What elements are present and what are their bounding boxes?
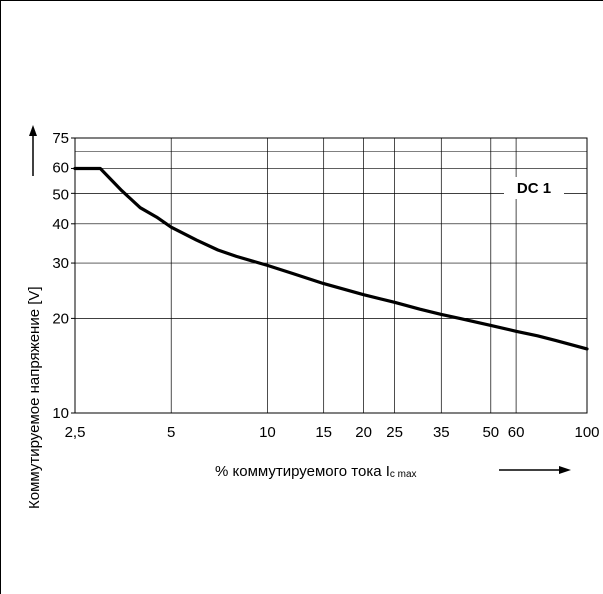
y-tick-label: 50 — [52, 186, 69, 203]
y-tick-label: 40 — [52, 216, 69, 233]
series-layer — [73, 166, 589, 351]
y-tick-label: 75 — [52, 130, 69, 147]
y-tick-labels: 10 20 30 40 50 60 75 — [52, 130, 69, 422]
annotation-dc1: DC 1 — [517, 180, 551, 197]
x-tick-label: 10 — [259, 424, 276, 441]
y-tick-label: 30 — [52, 255, 69, 272]
x-tick-label: 20 — [355, 424, 372, 441]
y-tick-label: 60 — [52, 159, 69, 176]
y-axis-arrow — [29, 125, 37, 176]
x-tick-label: 2,5 — [65, 424, 86, 441]
x-tick-label: 15 — [315, 424, 332, 441]
series-line — [73, 166, 589, 351]
y-axis-label: Коммутируемое напряжение [V] — [26, 286, 43, 509]
x-tick-label: 35 — [433, 424, 450, 441]
x-tick-label: 25 — [386, 424, 403, 441]
annotation-background — [504, 177, 564, 199]
y-tick-label: 10 — [52, 405, 69, 422]
x-axis-label-subscript: c max — [390, 469, 417, 480]
grid — [71, 137, 588, 414]
y-tick-label: 20 — [52, 310, 69, 327]
x-tick-labels: 2,5 5 10 15 20 25 35 50 60 100 — [65, 424, 600, 441]
x-axis-arrow — [499, 466, 571, 474]
x-axis-label: % коммутируемого тока Ic max — [215, 463, 417, 480]
x-tick-label: 60 — [508, 424, 525, 441]
x-tick-label: 50 — [482, 424, 499, 441]
x-axis-label-main: % коммутируемого тока I — [215, 463, 390, 480]
x-tick-label: 100 — [574, 424, 599, 441]
x-tick-label: 5 — [167, 424, 175, 441]
